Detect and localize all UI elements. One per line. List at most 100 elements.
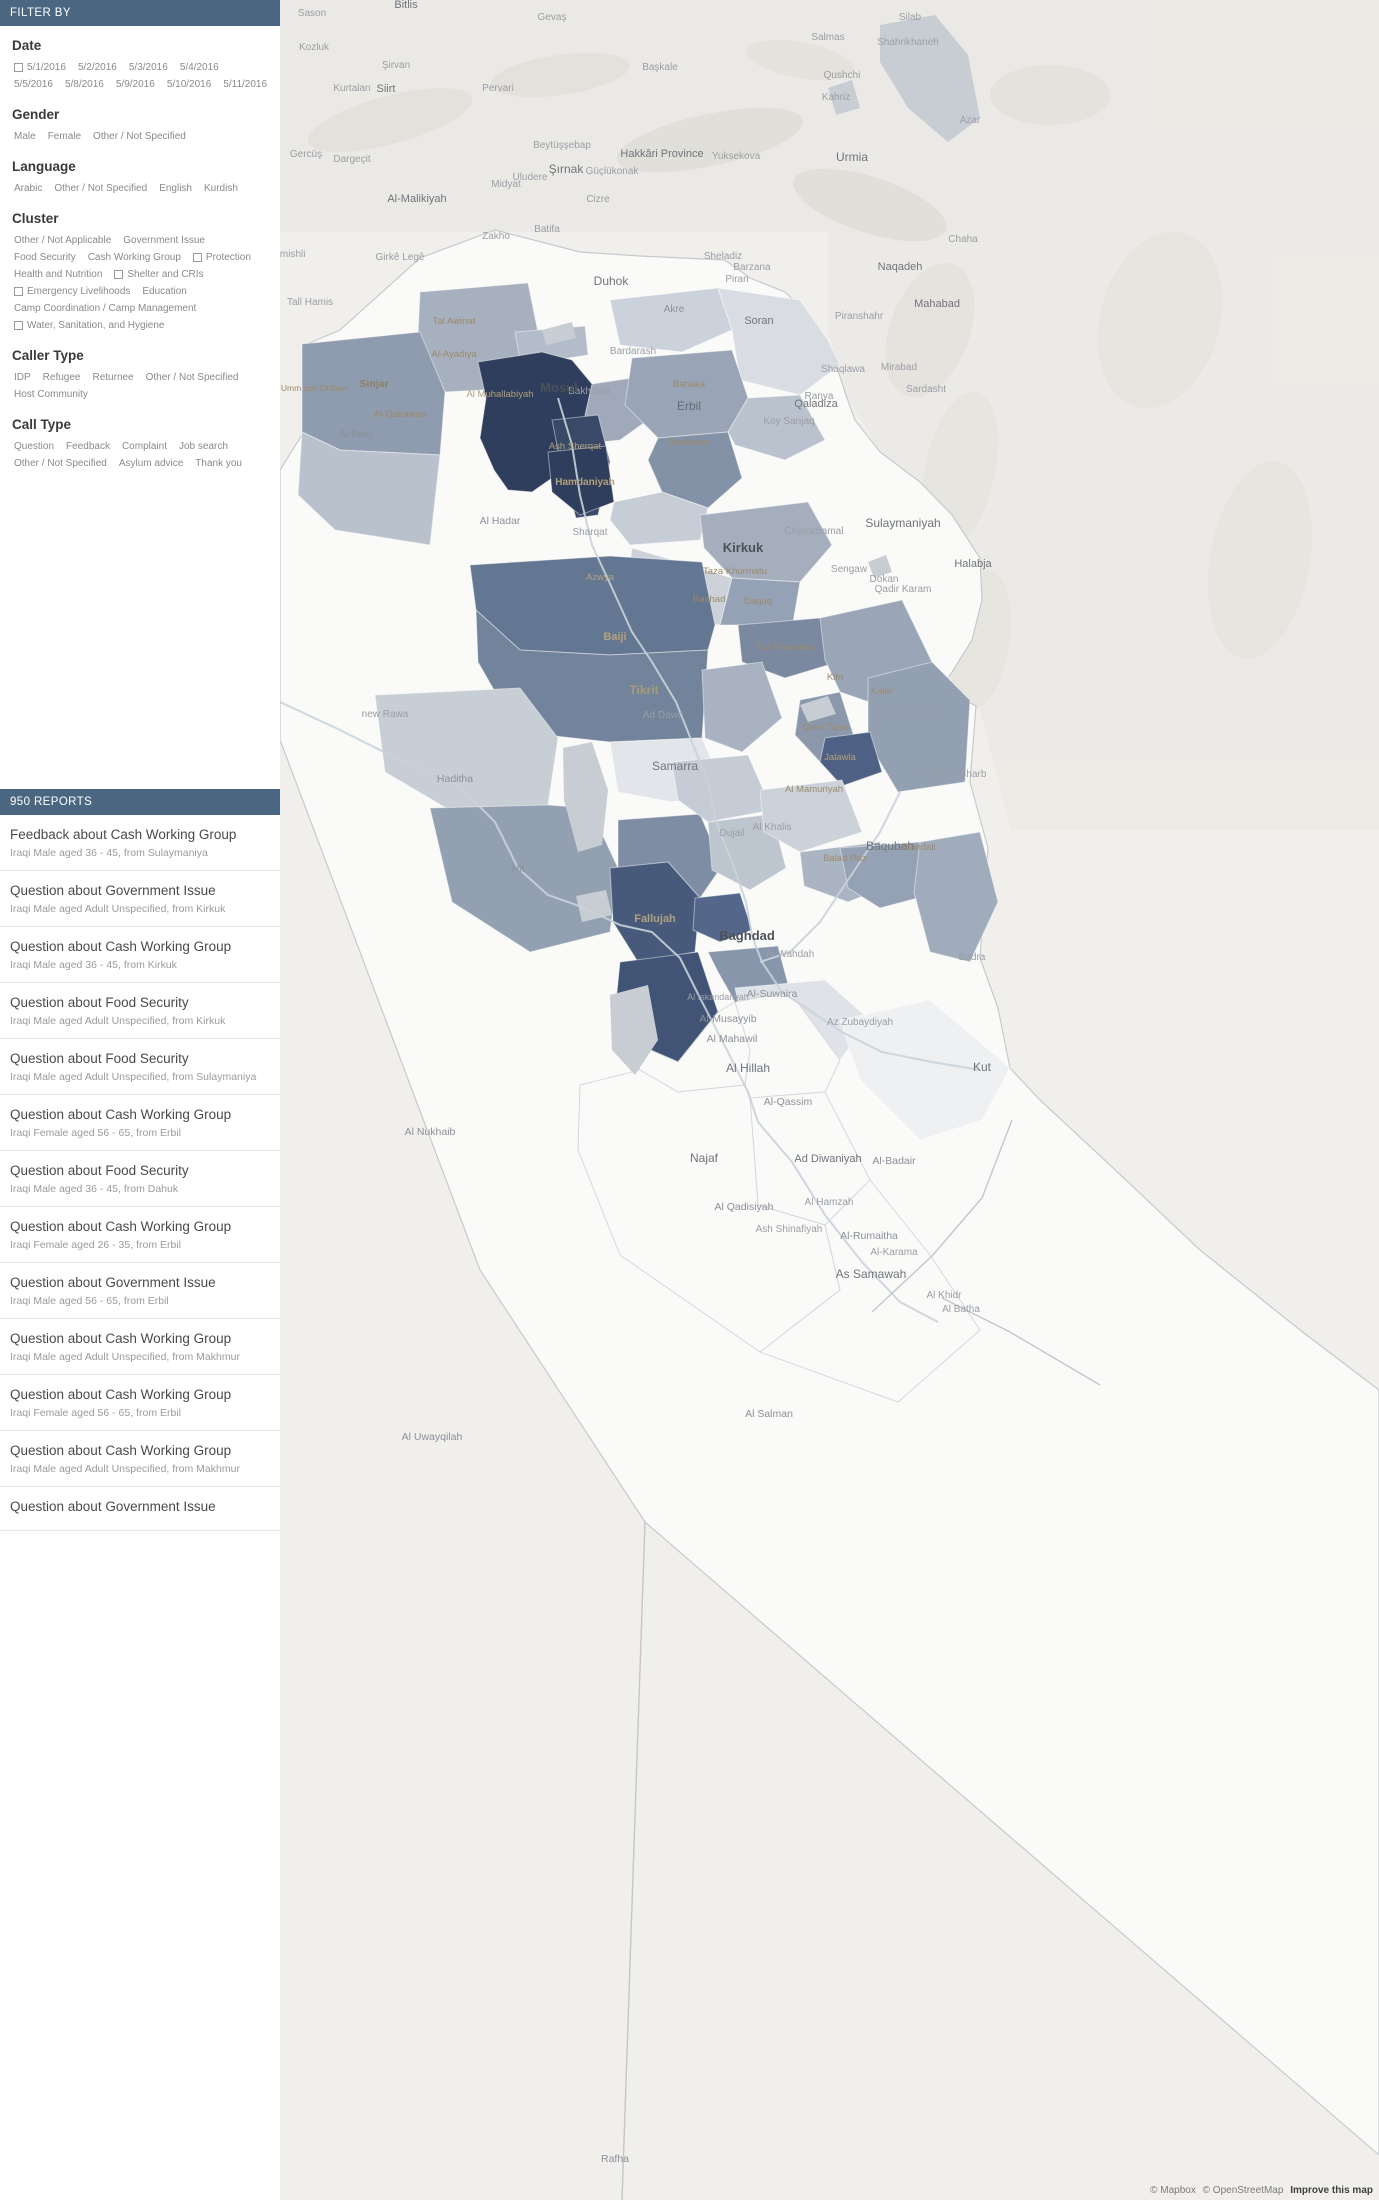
- district-hamdaniyah[interactable]: [547, 445, 615, 516]
- filter-option-5-2-2016[interactable]: 5/2/2016: [78, 62, 117, 73]
- mapbox-attribution[interactable]: © Mapbox: [1150, 2185, 1196, 2196]
- filter-option-camp-coordination-camp-management[interactable]: Camp Coordination / Camp Management: [14, 303, 196, 314]
- report-subtitle: Iraqi Male aged Adult Unspecified, from …: [10, 903, 226, 915]
- filter-option-protection[interactable]: Protection: [192, 252, 251, 263]
- filter-option-5-8-2016[interactable]: 5/8/2016: [65, 79, 104, 90]
- filter-option-emergency-livelihoods[interactable]: Emergency Livelihoods: [14, 286, 130, 297]
- filter-option-5-1-2016[interactable]: 5/1/2016: [14, 62, 66, 73]
- filter-option-education[interactable]: Education: [142, 286, 186, 297]
- map-canvas[interactable]: Sason Bitlis Kozluk Gevaş Silab Salmas Shahrik…: [280, 0, 1379, 2200]
- map-label-duhok: Duhok: [594, 274, 630, 288]
- district-najaf[interactable]: [577, 1069, 841, 1353]
- report-list-item[interactable]: Question about Food Security Iraqi Male a…: [0, 1151, 280, 1207]
- map-label-al-qairawan: Al-Qairawan: [374, 409, 426, 420]
- report-list-item[interactable]: Question about Government Issue: [0, 1487, 280, 1531]
- district-gwer[interactable]: [609, 491, 709, 546]
- map-label-shaqlawa: Shaqlawa: [821, 364, 865, 375]
- filter-option-arabic[interactable]: Arabic: [14, 183, 42, 194]
- report-list-item[interactable]: Question about Cash Working Group Iraqi M…: [0, 1319, 280, 1375]
- filter-option-feedback[interactable]: Feedback: [66, 441, 110, 452]
- district-jalawla[interactable]: [819, 731, 883, 787]
- osm-attribution[interactable]: © OpenStreetMap: [1202, 2185, 1284, 2196]
- border-south-district-2: [941, 1297, 1101, 1386]
- filter-option-shelter-and-cris[interactable]: Shelter and CRIs: [114, 269, 204, 280]
- map-label-rashad: Rashad: [693, 594, 726, 605]
- checkbox-icon[interactable]: [14, 321, 23, 330]
- filter-option-male[interactable]: Male: [14, 131, 36, 142]
- report-list[interactable]: Feedback about Cash Working Group Iraqi M…: [0, 815, 280, 2200]
- report-list-item[interactable]: Question about Cash Working Group Iraqi M…: [0, 927, 280, 983]
- district-mandali[interactable]: [913, 831, 999, 963]
- checkbox-icon[interactable]: [14, 63, 23, 72]
- district-samawah[interactable]: [758, 1179, 981, 1403]
- report-list-item[interactable]: Question about Cash Working Group Iraqi M…: [0, 1431, 280, 1487]
- checkbox-icon[interactable]: [114, 270, 124, 279]
- filter-option-host-community[interactable]: Host Community: [14, 389, 88, 400]
- district-ad-dawr[interactable]: [701, 661, 783, 753]
- filter-option-5-11-2016[interactable]: 5/11/2016: [223, 79, 267, 90]
- filter-option-returnee[interactable]: Returnee: [92, 372, 133, 383]
- filter-option-5-10-2016[interactable]: 5/10/2016: [167, 79, 212, 90]
- filter-option-asylum-advice[interactable]: Asylum advice: [119, 458, 183, 469]
- filter-option-cash-working-group[interactable]: Cash Working Group: [88, 252, 181, 263]
- filter-by-header: FILTER BY: [0, 0, 280, 26]
- district-sinjar[interactable]: [301, 331, 446, 456]
- filter-option-5-3-2016[interactable]: 5/3/2016: [129, 62, 168, 73]
- report-title: Question about Food Security: [10, 1163, 189, 1178]
- report-list-item[interactable]: Question about Food Security Iraqi Male a…: [0, 1039, 280, 1095]
- filter-option-job-search[interactable]: Job search: [179, 441, 228, 452]
- district-balad[interactable]: [671, 754, 773, 823]
- filter-option-food-security[interactable]: Food Security: [14, 252, 76, 263]
- report-list-item[interactable]: Question about Government Issue Iraqi Mal…: [0, 1263, 280, 1319]
- filter-option-health-and-nutrition[interactable]: Health and Nutrition: [14, 269, 102, 280]
- filter-option-label: Government Issue: [123, 235, 205, 246]
- district-baaj[interactable]: [297, 431, 441, 546]
- district-akre[interactable]: [609, 287, 733, 353]
- filter-option-5-9-2016[interactable]: 5/9/2016: [116, 79, 155, 90]
- filter-option-thank-you[interactable]: Thank you: [195, 458, 242, 469]
- map-label-hit: Hit: [512, 863, 525, 875]
- filter-option-female[interactable]: Female: [48, 131, 81, 142]
- filter-option-other-not-specified[interactable]: Other / Not Specified: [14, 458, 107, 469]
- filter-option-english[interactable]: English: [159, 183, 192, 194]
- district-kut-region[interactable]: [839, 999, 1011, 1141]
- district-shaqlawa[interactable]: [717, 287, 841, 396]
- map-label-mosul: Mosul: [540, 380, 578, 395]
- report-list-item[interactable]: Question about Food Security Iraqi Male a…: [0, 983, 280, 1039]
- filter-option-complaint[interactable]: Complaint: [122, 441, 167, 452]
- filter-option-government-issue[interactable]: Government Issue: [123, 235, 205, 246]
- map-label-al-suwaira: Al-Suwaira: [747, 988, 798, 1000]
- filter-option-other-not-specified[interactable]: Other / Not Specified: [54, 183, 147, 194]
- report-list-item[interactable]: Feedback about Cash Working Group Iraqi M…: [0, 815, 280, 871]
- river-tigris: [557, 397, 981, 1071]
- district-tuz-khurmatu[interactable]: [737, 617, 839, 679]
- river-diyala: [759, 791, 901, 963]
- filter-option-question[interactable]: Question: [14, 441, 54, 452]
- filter-option-other-not-specified[interactable]: Other / Not Specified: [93, 131, 186, 142]
- report-list-item[interactable]: Question about Government Issue Iraqi Mal…: [0, 871, 280, 927]
- filter-option-refugee[interactable]: Refugee: [43, 372, 81, 383]
- filter-option-other-not-applicable[interactable]: Other / Not Applicable: [14, 235, 111, 246]
- checkbox-icon[interactable]: [192, 253, 202, 262]
- filter-option-5-5-2016[interactable]: 5/5/2016: [14, 79, 53, 90]
- report-list-item[interactable]: Question about Cash Working Group Iraqi F…: [0, 1375, 280, 1431]
- filter-option-label: Other / Not Applicable: [14, 235, 112, 246]
- district-khalis[interactable]: [759, 779, 863, 853]
- checkbox-icon[interactable]: [14, 287, 23, 296]
- filter-option-water-sanitation-and-hygiene[interactable]: Water, Sanitation, and Hygiene: [14, 320, 165, 331]
- filter-option-idp[interactable]: IDP: [14, 372, 31, 383]
- map-label-kifri: Kifri: [827, 672, 843, 683]
- district-abu-ghraib[interactable]: [692, 892, 753, 943]
- filter-option-other-not-specified[interactable]: Other / Not Specified: [146, 372, 239, 383]
- report-list-item[interactable]: Question about Cash Working Group Iraqi F…: [0, 1207, 280, 1263]
- map-view[interactable]: Sason Bitlis Kozluk Gevaş Silab Salmas Shahrik…: [280, 0, 1379, 2200]
- improve-map-link[interactable]: Improve this map: [1290, 2185, 1373, 2196]
- map-label-ad-diwaniyah: Ad Diwaniyah: [794, 1153, 861, 1165]
- filter-option-5-4-2016[interactable]: 5/4/2016: [180, 62, 219, 73]
- map-label-al-wahdah: Al Wahdah: [766, 949, 815, 960]
- filter-option-label: Water, Sanitation, and Hygiene: [27, 320, 165, 331]
- report-list-item[interactable]: Question about Cash Working Group Iraqi F…: [0, 1095, 280, 1151]
- filter-option-kurdish[interactable]: Kurdish: [204, 183, 238, 194]
- map-label-sulaymaniyah: Sulaymaniyah: [865, 516, 940, 530]
- filter-section-title: Cluster: [12, 211, 59, 226]
